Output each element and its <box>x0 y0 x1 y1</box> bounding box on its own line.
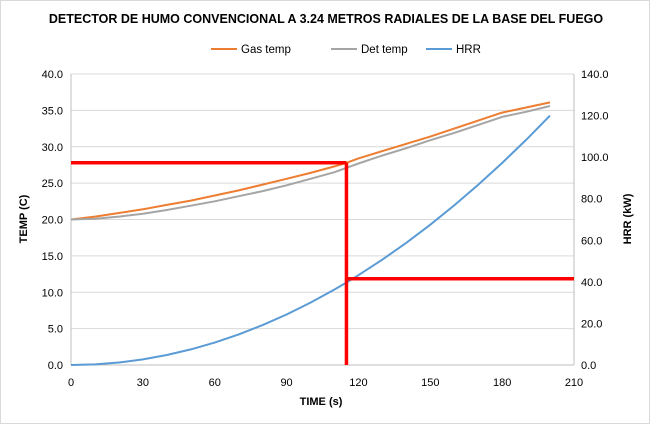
x-axis-title: TIME (s) <box>300 396 343 408</box>
y2-tick-label: 120.0 <box>581 111 609 123</box>
chart-title: DETECTOR DE HUMO CONVENCIONAL A 3.24 MET… <box>49 12 604 26</box>
y-tick-label: 15.0 <box>42 251 63 263</box>
series-lines <box>70 101 551 366</box>
series-line-det-temp <box>70 105 551 221</box>
y-tick-label: 0.0 <box>48 360 63 372</box>
y-tick-label: 35.0 <box>42 105 63 117</box>
legend: Gas temp Det temp HRR <box>211 44 481 56</box>
series-line-gas-temp <box>70 101 551 221</box>
x-tick-label: 90 <box>280 377 292 389</box>
y-tick-label: 5.0 <box>48 324 63 336</box>
annotation-lines <box>71 161 574 365</box>
y2-tick-label: 0.0 <box>581 360 596 372</box>
x-tick-label: 60 <box>209 377 221 389</box>
gridlines <box>71 73 574 330</box>
series-line-hrr <box>70 114 551 366</box>
y2-tick-label: 20.0 <box>581 318 602 330</box>
x-tick-label: 180 <box>493 377 511 389</box>
y2-tick-label: 140.0 <box>581 69 609 81</box>
tick-labels: 0.0 5.0 10.0 15.0 20.0 25.0 30.0 35.0 40.0 0.0 20.… <box>42 69 609 389</box>
y2-axis-title: HRR (kW) <box>622 193 634 244</box>
legend-label-gas-temp: Gas temp <box>241 44 291 56</box>
legend-label-det-temp: Det temp <box>361 44 408 56</box>
x-tick-label: 120 <box>349 377 367 389</box>
y-tick-label: 20.0 <box>42 215 63 227</box>
y2-tick-label: 80.0 <box>581 194 602 206</box>
y-tick-label: 10.0 <box>42 287 63 299</box>
x-tick-label: 30 <box>137 377 149 389</box>
y-tick-label: 25.0 <box>42 178 63 190</box>
legend-label-hrr: HRR <box>456 44 481 56</box>
y-tick-label: 30.0 <box>42 142 63 154</box>
y-axis-title: TEMP (C) <box>18 194 30 243</box>
x-tick-label: 0 <box>68 377 74 389</box>
y2-tick-label: 100.0 <box>581 152 609 164</box>
y-tick-label: 40.0 <box>42 69 63 81</box>
x-tick-label: 150 <box>421 377 439 389</box>
y2-tick-label: 60.0 <box>581 235 602 247</box>
y2-tick-label: 40.0 <box>581 277 602 289</box>
x-tick-label: 210 <box>565 377 583 389</box>
